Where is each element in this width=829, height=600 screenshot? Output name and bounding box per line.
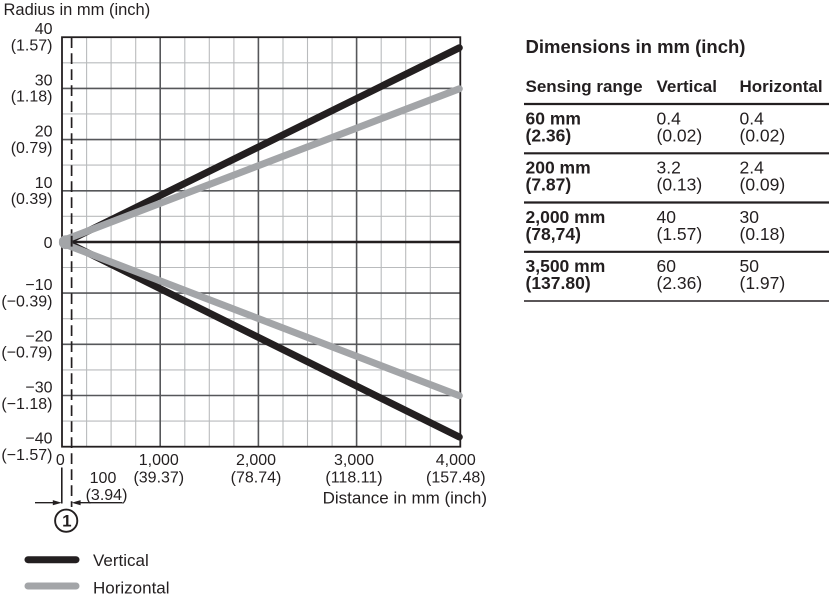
svg-text:(0.18): (0.18) bbox=[740, 224, 786, 244]
svg-text:Horizontal: Horizontal bbox=[93, 578, 170, 597]
svg-text:(0.02): (0.02) bbox=[740, 125, 786, 145]
svg-text:(1.18): (1.18) bbox=[11, 89, 53, 106]
svg-text:(0.09): (0.09) bbox=[740, 175, 786, 195]
svg-text:(39.37): (39.37) bbox=[133, 469, 184, 486]
svg-text:(7.87): (7.87) bbox=[526, 175, 572, 195]
svg-text:−10: −10 bbox=[25, 277, 52, 294]
svg-text:−40: −40 bbox=[25, 431, 52, 448]
svg-text:2,000: 2,000 bbox=[236, 452, 276, 469]
svg-text:(2.36): (2.36) bbox=[526, 125, 572, 145]
svg-text:0.4: 0.4 bbox=[657, 108, 682, 128]
svg-text:(−1.18): (−1.18) bbox=[1, 396, 52, 413]
svg-text:40: 40 bbox=[657, 207, 677, 227]
svg-text:(137.80): (137.80) bbox=[526, 273, 591, 293]
svg-text:30: 30 bbox=[35, 72, 53, 89]
svg-text:1: 1 bbox=[62, 512, 71, 531]
svg-text:(78.74): (78.74) bbox=[231, 469, 282, 486]
svg-text:3.2: 3.2 bbox=[657, 158, 681, 178]
svg-text:4,000: 4,000 bbox=[436, 452, 476, 469]
svg-text:−30: −30 bbox=[25, 380, 52, 397]
svg-text:0.4: 0.4 bbox=[740, 108, 765, 128]
svg-text:(0.79): (0.79) bbox=[11, 140, 53, 157]
svg-text:(0.39): (0.39) bbox=[11, 191, 53, 208]
svg-text:3,000: 3,000 bbox=[334, 452, 374, 469]
svg-text:Distance in mm (inch): Distance in mm (inch) bbox=[323, 489, 487, 508]
svg-text:Radius in mm (inch): Radius in mm (inch) bbox=[4, 1, 151, 19]
svg-text:20: 20 bbox=[35, 124, 53, 141]
svg-text:(−0.79): (−0.79) bbox=[1, 345, 52, 362]
svg-text:Dimensions in mm (inch): Dimensions in mm (inch) bbox=[526, 36, 746, 57]
svg-text:0: 0 bbox=[44, 235, 53, 252]
svg-text:2,000 mm: 2,000 mm bbox=[526, 207, 606, 227]
svg-text:(1.57): (1.57) bbox=[11, 38, 53, 55]
svg-text:2.4: 2.4 bbox=[740, 158, 765, 178]
svg-text:100: 100 bbox=[90, 470, 117, 487]
svg-text:Horizontal: Horizontal bbox=[740, 77, 823, 96]
svg-text:−20: −20 bbox=[25, 328, 52, 345]
svg-text:60 mm: 60 mm bbox=[526, 108, 581, 128]
svg-text:(118.11): (118.11) bbox=[325, 469, 382, 486]
svg-text:(1.97): (1.97) bbox=[740, 273, 786, 293]
svg-text:(0.02): (0.02) bbox=[657, 125, 703, 145]
svg-text:60: 60 bbox=[657, 256, 677, 276]
svg-text:Vertical: Vertical bbox=[657, 77, 718, 96]
svg-text:200 mm: 200 mm bbox=[526, 158, 591, 178]
svg-text:(−0.39): (−0.39) bbox=[1, 293, 52, 310]
svg-text:Sensing range: Sensing range bbox=[526, 77, 643, 96]
svg-text:3,500 mm: 3,500 mm bbox=[526, 256, 606, 276]
svg-text:0: 0 bbox=[56, 452, 65, 469]
svg-text:(3.94): (3.94) bbox=[86, 487, 128, 504]
svg-text:50: 50 bbox=[740, 256, 760, 276]
svg-text:(−1.57): (−1.57) bbox=[1, 447, 52, 464]
svg-text:1,000: 1,000 bbox=[139, 452, 179, 469]
svg-text:(0.13): (0.13) bbox=[657, 175, 703, 195]
svg-text:(1.57): (1.57) bbox=[657, 224, 703, 244]
svg-text:30: 30 bbox=[740, 207, 760, 227]
svg-text:(157.48): (157.48) bbox=[426, 469, 486, 486]
svg-text:40: 40 bbox=[35, 21, 53, 38]
svg-text:(78,74): (78,74) bbox=[526, 224, 581, 244]
svg-text:(2.36): (2.36) bbox=[657, 273, 703, 293]
svg-text:10: 10 bbox=[35, 175, 53, 192]
svg-text:Vertical: Vertical bbox=[93, 551, 149, 570]
